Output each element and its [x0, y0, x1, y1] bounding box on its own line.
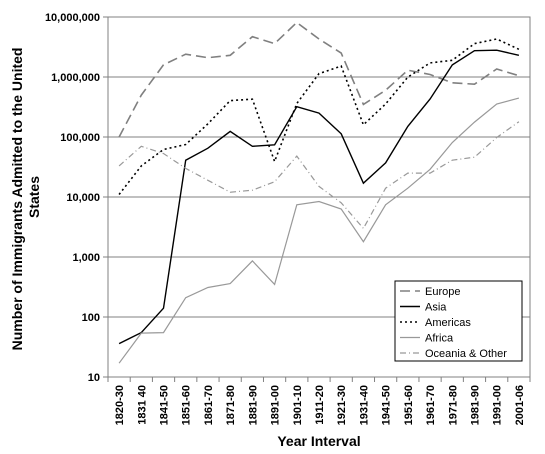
y-tick-label: 10,000	[66, 192, 100, 204]
y-axis-title: Number of Immigrants Admitted to the Uni…	[9, 44, 42, 351]
x-tick-label: 1831 40	[136, 385, 148, 425]
x-tick-label: 1841-50	[159, 385, 171, 425]
y-axis-title-line-2: States	[26, 176, 42, 218]
x-tick-label: 1820-30	[114, 385, 126, 425]
series-line	[118, 38, 520, 195]
legend-box	[394, 280, 523, 362]
y-tick-label: 10	[88, 372, 100, 384]
series-africa	[118, 97, 520, 364]
series-americas	[118, 38, 520, 195]
y-tick-label: 100	[82, 312, 100, 324]
x-tick-label: 1891-00	[270, 385, 282, 425]
x-tick-label: 1961-70	[425, 385, 437, 425]
y-tick-label: 1,000,000	[51, 72, 100, 84]
x-tick-label: 2001-06	[514, 385, 526, 425]
y-tick-label: 100,000	[60, 132, 100, 144]
x-axis-ticks: 1820-30 1831 40 1841-50 1851-60 1861-70 1871-…	[107, 377, 531, 425]
legend-label: Asia	[425, 302, 447, 314]
x-axis-title: Year Interval	[277, 433, 360, 449]
series-line	[118, 21, 520, 138]
y-axis-ticks: 10 100 1,000 10,000 100,000 1,000,000 10,000,0…	[45, 12, 108, 384]
series-lines	[118, 21, 520, 364]
x-tick-label: 1881-90	[247, 385, 259, 425]
x-tick-label: 1901-10	[292, 385, 304, 425]
series-line	[118, 121, 520, 230]
x-tick-label: 1871-80	[225, 385, 237, 425]
y-tick-label: 1,000	[72, 252, 100, 264]
x-tick-label: 1851-60	[181, 385, 193, 425]
legend-label: Africa	[425, 333, 454, 345]
x-tick-label: 1971-80	[447, 385, 459, 425]
legend: Europe Asia Americas Africa Oceania & Other	[394, 280, 523, 362]
legend-label: Americas	[425, 317, 471, 329]
series-europe	[118, 21, 520, 138]
y-tick-label: 10,000,000	[45, 12, 100, 24]
series-oceania-other	[118, 121, 520, 230]
legend-label: Europe	[425, 286, 460, 298]
series-line	[118, 97, 520, 364]
x-tick-label: 1911-20	[314, 385, 326, 425]
series-line	[118, 49, 520, 345]
x-tick-label: 1941-50	[381, 385, 393, 425]
x-tick-label: 1921-30	[336, 385, 348, 425]
legend-label: Oceania & Other	[425, 348, 507, 360]
y-axis-title-line-1: Number of Immigrants Admitted to the Uni…	[9, 48, 25, 351]
x-tick-label: 1991-00	[492, 385, 504, 425]
x-tick-label: 1951-60	[403, 385, 415, 425]
x-tick-label: 1981-90	[469, 385, 481, 425]
x-tick-label: 1861-70	[203, 385, 215, 425]
series-asia	[118, 49, 520, 345]
x-tick-label: 1931-40	[358, 385, 370, 425]
